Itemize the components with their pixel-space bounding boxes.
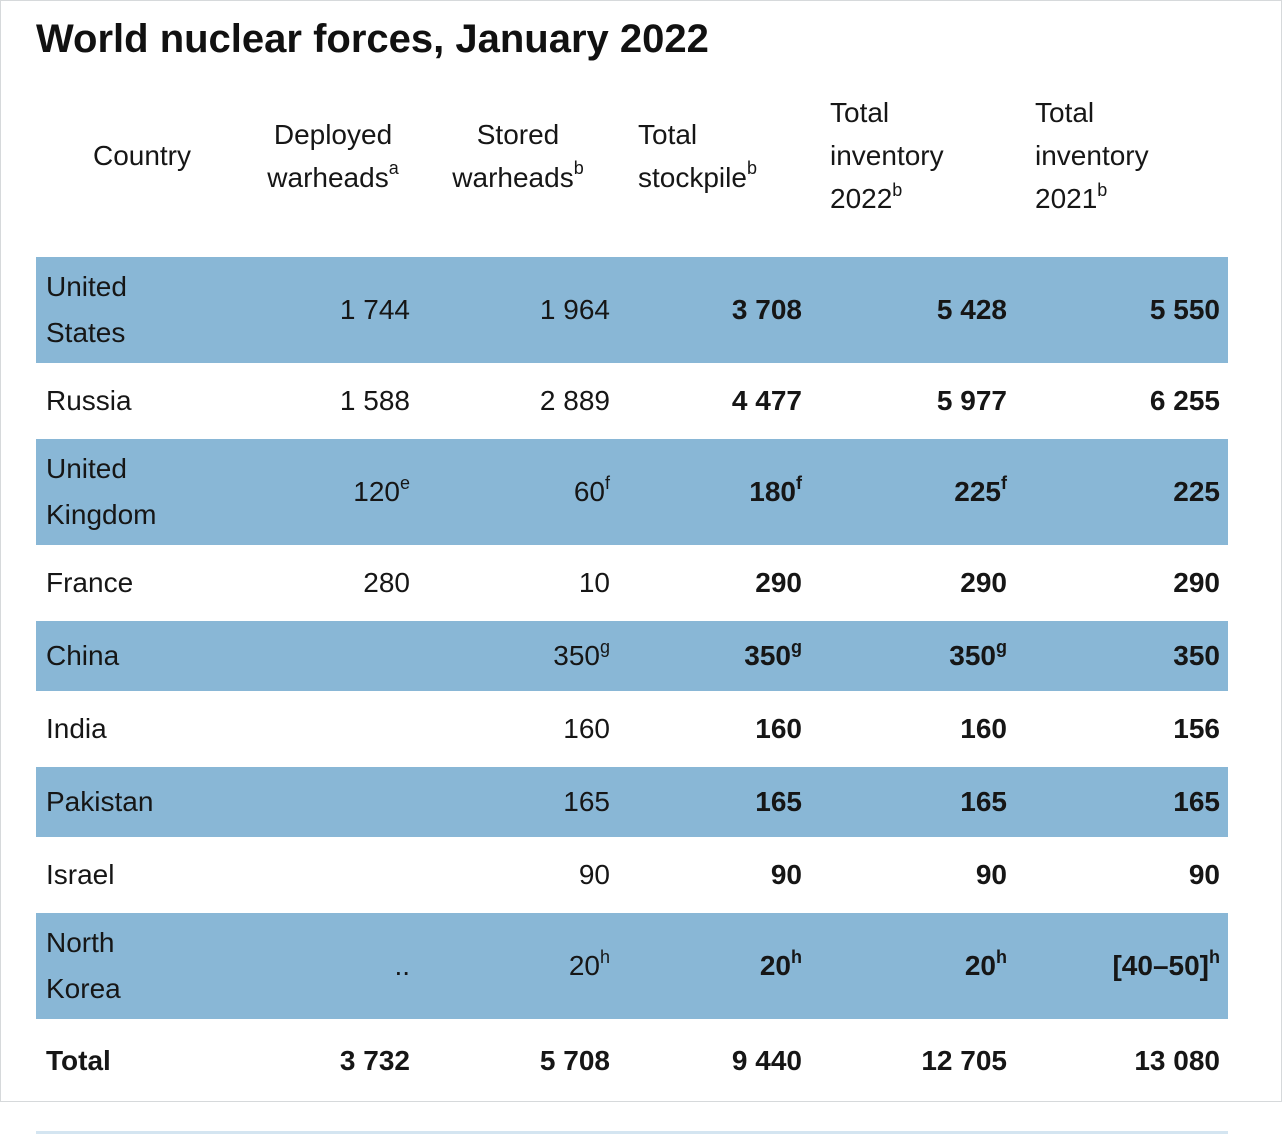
figure-container: World nuclear forces, January 2022 Count… bbox=[36, 1, 1228, 1134]
table-row: North Korea.. 20h 20h 20h [40–50]h bbox=[36, 910, 1228, 1022]
value-cell: 160 bbox=[563, 713, 610, 744]
footnote-marker: e bbox=[399, 472, 410, 493]
table-row: India 160 160 160 156 bbox=[36, 693, 1228, 766]
country-label: United Kingdom bbox=[36, 436, 248, 548]
value-cell: 3 708 bbox=[618, 254, 810, 366]
footnote-marker: b bbox=[746, 158, 757, 179]
value-cell: 225f bbox=[810, 436, 1015, 548]
country-label: Israel bbox=[46, 859, 115, 890]
table-row: Russia 1 588 2 889 4 477 5 977 6 255 bbox=[36, 365, 1228, 438]
footnote-marker: b bbox=[892, 179, 903, 200]
country-label: Total bbox=[46, 1045, 111, 1076]
country-label: North Korea bbox=[36, 910, 248, 1022]
value-cell: 1 744 bbox=[248, 254, 418, 366]
country-label: China bbox=[36, 618, 248, 694]
table-header: Country Deployed warheadsa Stored warheadsb T… bbox=[36, 77, 1228, 256]
value-cell: 120e bbox=[248, 436, 418, 548]
value-cell: 5 977 bbox=[936, 385, 1007, 416]
footnote-marker: h bbox=[1209, 946, 1220, 967]
value-cell: 225 bbox=[1015, 436, 1228, 548]
column-header: Total inventory 2021b bbox=[1035, 97, 1149, 214]
table-row: United Kingdom 120e 60f 180f 225f 225 bbox=[36, 436, 1228, 548]
value-cell: 10 bbox=[578, 567, 610, 598]
value-cell: 5 708 bbox=[539, 1045, 610, 1076]
country-label: France bbox=[46, 567, 134, 598]
table-row: Israel 90 90 90 90 bbox=[36, 839, 1228, 912]
value-cell: 20h bbox=[418, 910, 618, 1022]
page-title: World nuclear forces, January 2022 bbox=[36, 17, 709, 61]
footnote-marker: h bbox=[791, 946, 802, 967]
table-head-row: Country Deployed warheadsa Stored warheadsb T… bbox=[36, 77, 1228, 256]
value-cell: 5 550 bbox=[1015, 254, 1228, 366]
value-cell: 165 bbox=[418, 764, 618, 840]
value-cell: [40–50]h bbox=[1015, 910, 1228, 1022]
value-cell: 3 732 bbox=[339, 1045, 410, 1076]
table-row: China 350g 350g 350g 350 bbox=[36, 618, 1228, 694]
value-cell: 13 080 bbox=[1134, 1045, 1220, 1076]
value-cell: 12 705 bbox=[921, 1045, 1007, 1076]
value-cell: 4 477 bbox=[731, 385, 802, 416]
value-cell: 350g bbox=[418, 618, 618, 694]
value-cell: 60f bbox=[418, 436, 618, 548]
value-cell: 90 bbox=[770, 859, 802, 890]
value-cell bbox=[248, 618, 418, 694]
value-cell: 165 bbox=[1015, 764, 1228, 840]
footnote-marker: g bbox=[996, 636, 1007, 657]
value-cell: 5 428 bbox=[810, 254, 1015, 366]
footnote-marker: f bbox=[1001, 472, 1007, 493]
value-cell bbox=[248, 839, 418, 912]
footnote-marker: f bbox=[796, 472, 802, 493]
value-cell: 350 bbox=[1015, 618, 1228, 694]
footnote-marker: f bbox=[604, 472, 610, 493]
column-header: Country bbox=[92, 140, 192, 171]
value-cell: 20h bbox=[618, 910, 810, 1022]
value-cell: 90 bbox=[975, 859, 1007, 890]
footnote-marker: g bbox=[599, 636, 610, 657]
value-cell: 20h bbox=[810, 910, 1015, 1022]
value-cell: 165 bbox=[618, 764, 810, 840]
value-cell bbox=[248, 764, 418, 840]
column-header: Stored warheadsb bbox=[452, 118, 584, 193]
value-cell: 280 bbox=[363, 567, 410, 598]
value-cell: 180f bbox=[618, 436, 810, 548]
nuclear-forces-table: Country Deployed warheadsa Stored warheadsb T… bbox=[36, 77, 1228, 1100]
value-cell: 90 bbox=[1188, 859, 1220, 890]
column-header: Total stockpileb bbox=[638, 118, 757, 193]
table-row: Total 3 732 5 708 9 440 12 705 13 080 bbox=[36, 1021, 1228, 1101]
value-cell: 350g bbox=[810, 618, 1015, 694]
value-cell: 1 964 bbox=[418, 254, 618, 366]
value-cell: 6 255 bbox=[1149, 385, 1220, 416]
country-label: Pakistan bbox=[36, 764, 248, 840]
value-cell: 350g bbox=[618, 618, 810, 694]
column-header: Deployed warheadsa bbox=[267, 118, 399, 193]
country-label: Russia bbox=[46, 385, 132, 416]
value-cell: 160 bbox=[960, 713, 1007, 744]
value-cell: 290 bbox=[1173, 567, 1220, 598]
value-cell: .. bbox=[248, 910, 418, 1022]
footnote-marker: b bbox=[573, 158, 584, 179]
footnote-marker: a bbox=[388, 158, 399, 179]
value-cell: 1 588 bbox=[339, 385, 410, 416]
country-label: India bbox=[46, 713, 107, 744]
table-row: United States 1 744 1 964 3 708 5 428 5 550 bbox=[36, 254, 1228, 366]
footnote-marker: g bbox=[791, 636, 802, 657]
footnote-marker: b bbox=[1097, 179, 1108, 200]
table-body: United States 1 744 1 964 3 708 5 428 5 550 Rus… bbox=[36, 254, 1228, 1101]
country-label: United States bbox=[36, 254, 248, 366]
value-cell bbox=[248, 693, 418, 766]
value-cell: 156 bbox=[1173, 713, 1220, 744]
table-row: Pakistan 165 165 165 165 bbox=[36, 764, 1228, 840]
table-row: France 280 10 290 290 290 bbox=[36, 547, 1228, 620]
value-cell: 2 889 bbox=[539, 385, 610, 416]
value-cell: 165 bbox=[810, 764, 1015, 840]
column-header: Total inventory 2022b bbox=[830, 97, 944, 214]
value-cell: 9 440 bbox=[731, 1045, 802, 1076]
value-cell: 90 bbox=[578, 859, 610, 890]
value-cell: 290 bbox=[960, 567, 1007, 598]
value-cell: 160 bbox=[755, 713, 802, 744]
footnote-marker: h bbox=[996, 946, 1007, 967]
value-cell: 290 bbox=[755, 567, 802, 598]
footnote-marker: h bbox=[599, 946, 610, 967]
